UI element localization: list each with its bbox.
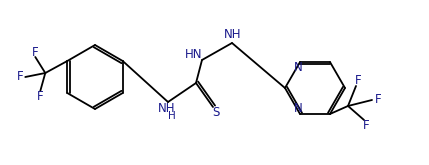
Text: HN: HN	[185, 49, 203, 62]
Text: S: S	[212, 106, 220, 119]
Text: NH: NH	[158, 101, 176, 115]
Text: F: F	[37, 90, 44, 103]
Text: F: F	[355, 74, 361, 87]
Text: NH: NH	[224, 29, 242, 42]
Text: F: F	[17, 70, 24, 83]
Text: H: H	[168, 111, 176, 121]
Text: N: N	[293, 61, 302, 74]
Text: N: N	[293, 102, 302, 116]
Text: F: F	[363, 119, 369, 132]
Text: F: F	[375, 94, 381, 106]
Text: F: F	[32, 46, 39, 59]
